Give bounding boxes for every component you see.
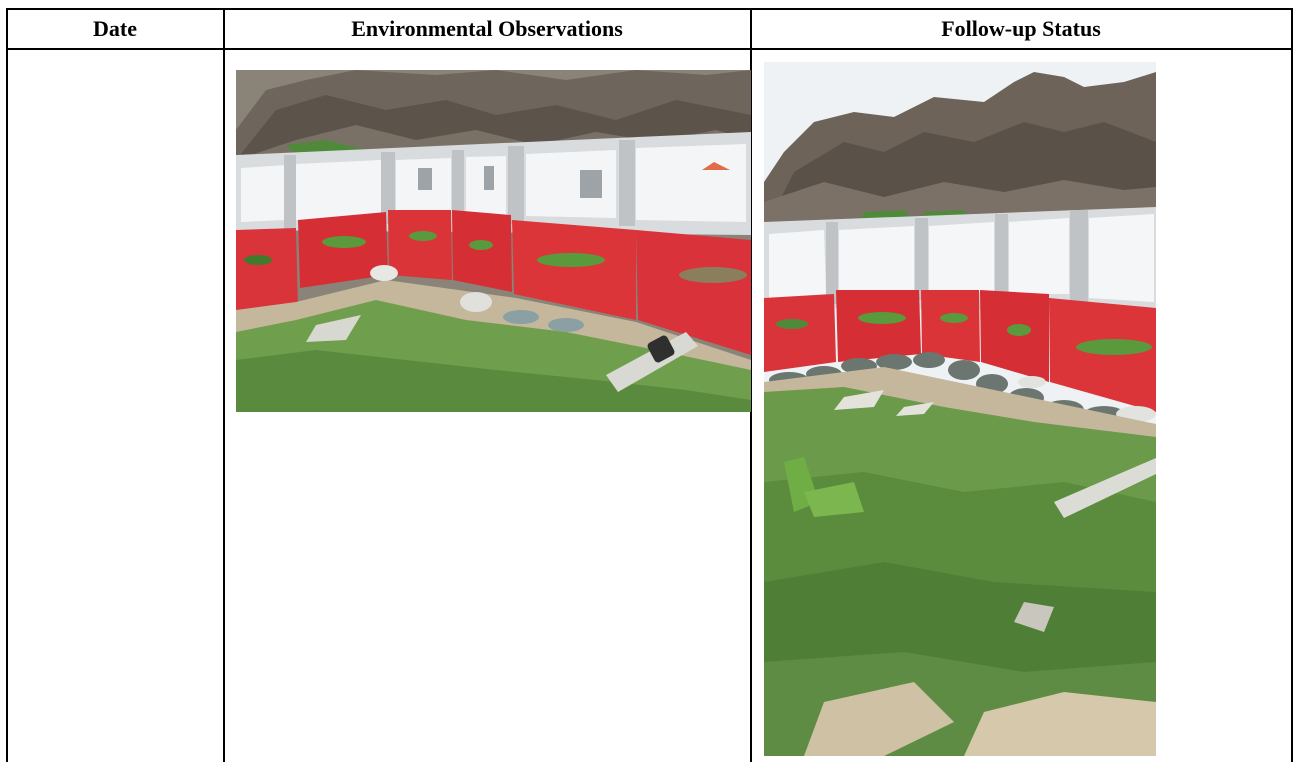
header-follow-up-status: Follow-up Status <box>751 10 1291 48</box>
column-divider-1 <box>223 8 225 762</box>
follow-up-photo <box>764 62 1156 756</box>
table-right-border <box>1291 8 1293 762</box>
observation-photo <box>236 70 751 412</box>
header-date: Date <box>7 10 223 48</box>
table-left-border <box>6 8 8 762</box>
header-environmental-observations: Environmental Observations <box>224 10 750 48</box>
row-date-cell <box>8 50 222 80</box>
